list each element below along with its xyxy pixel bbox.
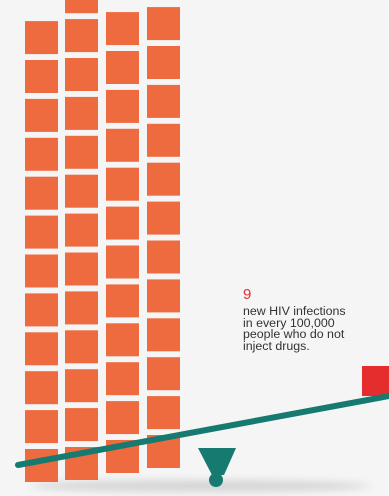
stat-text-line-3: people who do not: [243, 327, 345, 341]
block-col4-row3: [147, 357, 180, 391]
block-col1-row4: [25, 332, 58, 366]
block-stack: [25, 0, 180, 482]
block-col4-row5: [147, 279, 180, 313]
block-col1-row2: [25, 410, 58, 444]
block-col3-row2: [106, 401, 139, 435]
seesaw-pivot: [198, 448, 236, 475]
highlight-block: [362, 366, 389, 396]
block-col1-row10: [25, 98, 58, 132]
block-col4-row11: [147, 46, 180, 79]
block-col4-row4: [147, 318, 180, 352]
block-col2-row12: [65, 19, 98, 53]
block-col2-row9: [65, 135, 98, 169]
block-col3-row3: [106, 362, 139, 396]
block-col4-row6: [147, 240, 180, 274]
stat-number: 9: [243, 286, 252, 303]
block-col3-row12: [106, 12, 139, 46]
block-col1-row3: [25, 371, 58, 405]
stat-text-line-4: inject drugs.: [243, 338, 310, 353]
block-col3-row9: [106, 128, 139, 162]
block-col4-row9: [147, 123, 180, 157]
block-col1-row12: [25, 21, 58, 55]
block-col3-row4: [106, 323, 139, 357]
block-col2-row11: [65, 58, 98, 91]
block-col2-row6: [65, 252, 98, 286]
block-col1-row5: [25, 293, 58, 327]
block-col2-row5: [65, 291, 98, 325]
block-col4-row2: [147, 396, 180, 430]
hiv-stat: 9 new HIV infections in every 100,000 pe…: [243, 287, 389, 352]
block-col4-row12: [147, 7, 180, 41]
block-col4-row7: [147, 201, 180, 235]
block-col2-row8: [65, 174, 98, 208]
stat-text-line-2: in every 100,000: [243, 315, 335, 330]
block-col2-row3: [65, 369, 98, 403]
block-col4-row10: [147, 84, 180, 118]
block-col3-row6: [106, 245, 139, 279]
block-col1-row6: [25, 254, 58, 288]
block-col3-row8: [106, 167, 139, 201]
block-col3-row7: [106, 206, 139, 240]
block-col3-row5: [106, 284, 139, 318]
block-col2-row10: [65, 96, 98, 130]
block-col3-row10: [106, 89, 139, 123]
block-col2-row4: [65, 330, 98, 364]
seesaw-beam: [15, 393, 389, 468]
seesaw-pivot-knob: [209, 473, 223, 487]
stat-text-line-1: new HIV infections: [243, 304, 346, 318]
ground-shadow: [30, 480, 370, 492]
block-col2-row13: [65, 0, 98, 14]
block-col1-row11: [25, 60, 58, 93]
block-col1-row9: [25, 137, 58, 171]
block-col2-row7: [65, 213, 98, 247]
block-col2-row2: [65, 408, 98, 442]
block-col3-row11: [106, 51, 139, 84]
block-col1-row7: [25, 215, 58, 249]
block-col1-row8: [25, 176, 58, 210]
block-col4-row8: [147, 162, 180, 196]
